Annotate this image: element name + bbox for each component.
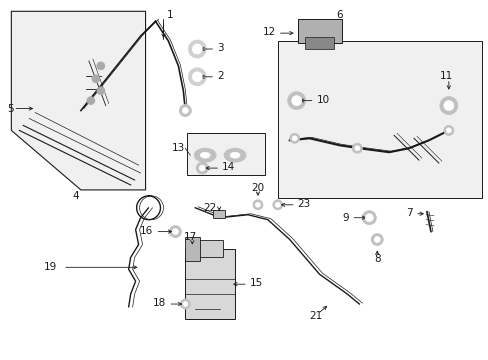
Circle shape <box>439 96 457 114</box>
Circle shape <box>183 302 187 306</box>
Circle shape <box>370 234 383 246</box>
Circle shape <box>365 214 372 222</box>
Text: 10: 10 <box>316 95 329 105</box>
Circle shape <box>289 133 299 143</box>
Ellipse shape <box>194 148 216 162</box>
Ellipse shape <box>200 152 210 158</box>
Text: 22: 22 <box>203 203 216 213</box>
Bar <box>185 249 235 319</box>
Ellipse shape <box>230 152 240 158</box>
Circle shape <box>446 128 450 133</box>
Text: 23: 23 <box>297 199 310 209</box>
Circle shape <box>188 68 206 86</box>
Circle shape <box>180 299 190 309</box>
Text: 6: 6 <box>335 10 342 20</box>
Circle shape <box>182 108 188 113</box>
Text: 19: 19 <box>44 262 57 272</box>
Circle shape <box>255 202 260 207</box>
Circle shape <box>252 200 263 210</box>
Circle shape <box>352 143 362 153</box>
Bar <box>297 19 342 43</box>
Text: 11: 11 <box>439 71 452 81</box>
Text: 16: 16 <box>140 226 153 235</box>
Bar <box>198 239 223 257</box>
Text: 18: 18 <box>153 298 166 308</box>
Circle shape <box>172 229 178 235</box>
Bar <box>213 210 224 218</box>
Circle shape <box>97 87 104 95</box>
Circle shape <box>373 237 380 243</box>
Circle shape <box>92 75 100 83</box>
Circle shape <box>169 226 181 238</box>
Text: 3: 3 <box>217 43 224 53</box>
Bar <box>277 41 481 198</box>
Circle shape <box>196 162 208 174</box>
Circle shape <box>443 125 453 135</box>
Text: 9: 9 <box>342 213 349 223</box>
Circle shape <box>272 200 282 210</box>
Text: 14: 14 <box>222 162 235 172</box>
Circle shape <box>179 105 191 117</box>
Circle shape <box>362 211 375 225</box>
Bar <box>304 37 334 49</box>
Text: 17: 17 <box>183 231 197 242</box>
Circle shape <box>87 96 95 105</box>
Circle shape <box>192 72 202 82</box>
Text: 7: 7 <box>406 208 412 218</box>
Text: 4: 4 <box>73 191 79 201</box>
Ellipse shape <box>224 148 245 162</box>
Circle shape <box>192 44 202 54</box>
Circle shape <box>291 96 301 105</box>
Text: 13: 13 <box>172 143 185 153</box>
Text: 1: 1 <box>166 10 173 20</box>
Circle shape <box>199 165 205 171</box>
Text: 8: 8 <box>373 255 380 264</box>
Text: 12: 12 <box>262 27 275 37</box>
Text: 15: 15 <box>249 278 263 288</box>
Bar <box>185 237 200 261</box>
Bar <box>187 133 264 175</box>
Circle shape <box>354 146 359 151</box>
Text: 2: 2 <box>217 71 224 81</box>
Circle shape <box>292 136 297 141</box>
Text: 21: 21 <box>308 311 322 321</box>
Circle shape <box>443 100 453 111</box>
Circle shape <box>97 62 104 70</box>
Polygon shape <box>11 11 145 190</box>
Circle shape <box>275 202 280 207</box>
Circle shape <box>287 92 305 109</box>
Circle shape <box>188 40 206 58</box>
Text: 20: 20 <box>251 183 264 193</box>
Text: 5: 5 <box>7 104 14 113</box>
